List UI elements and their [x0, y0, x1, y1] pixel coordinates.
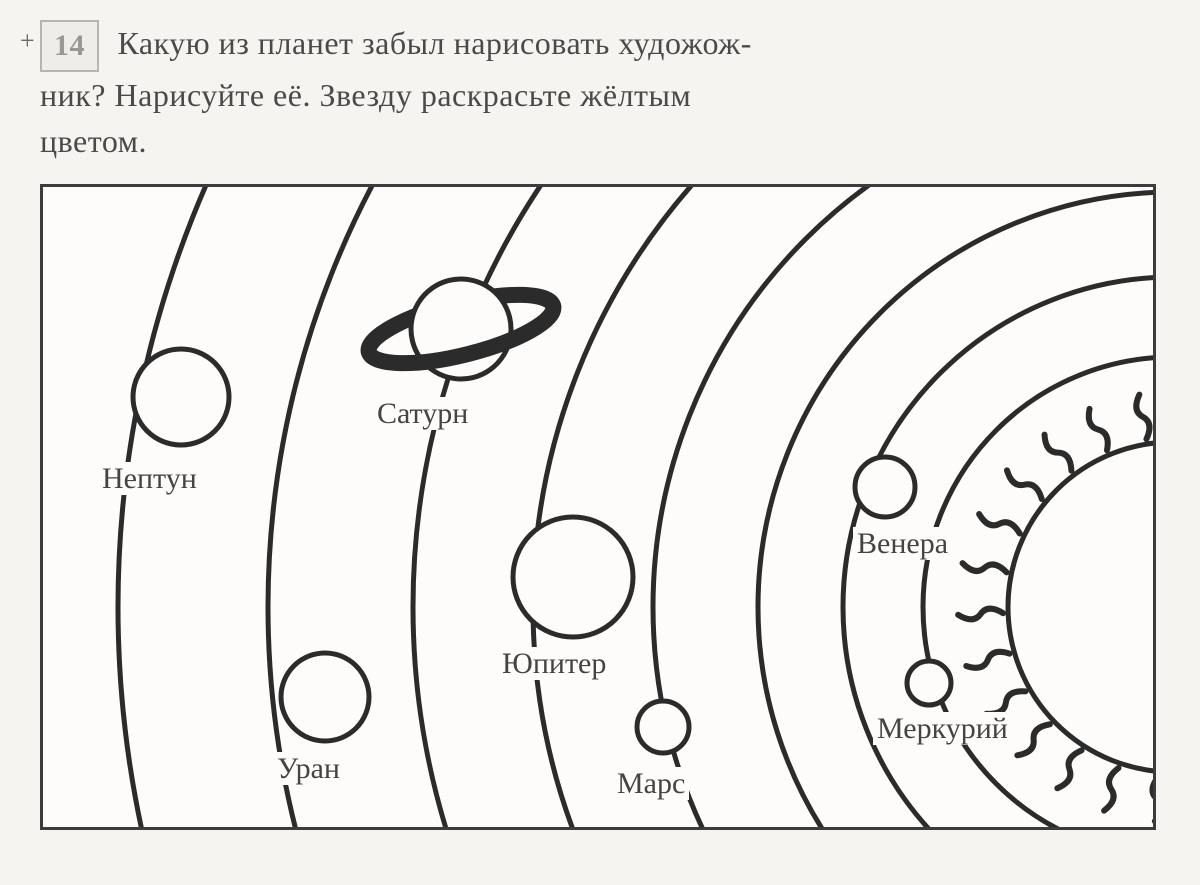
sun-ray: [1017, 725, 1050, 756]
label-mercury: Меркурий: [873, 712, 1012, 745]
plus-mark: +: [20, 26, 35, 56]
planet-saturn: [400, 269, 521, 390]
sun-ray: [1007, 471, 1042, 500]
sun-ray: [963, 563, 1007, 572]
sun-ray: [1104, 768, 1118, 811]
planet-neptune: [133, 349, 229, 445]
task-number: 14: [40, 20, 99, 72]
planet-mercury: [907, 661, 951, 705]
task-header: + 14 Какую из планет забыл нарисовать ху…: [40, 20, 1160, 164]
sun-ray: [1057, 751, 1081, 789]
sun-ray: [1045, 435, 1072, 471]
sun-ray: [1089, 409, 1108, 450]
sun-ray: [966, 652, 1009, 668]
page: + 14 Какую из планет забыл нарисовать ху…: [0, 0, 1200, 885]
planet-uranus: [281, 653, 369, 741]
sun: [1008, 442, 1153, 772]
label-mars: Марс: [613, 767, 689, 800]
planet-venus: [855, 457, 915, 517]
sun-ray: [958, 609, 1003, 620]
task-text-body: Какую из планет забыл нарисовать художож…: [40, 25, 752, 159]
label-uranus: Уран: [273, 752, 344, 785]
planet-mars: [637, 701, 689, 753]
solar-system-diagram: Меркурий Венера Марс Юпитер Сатурн Уран Нептун: [40, 184, 1156, 830]
task-text: 14 Какую из планет забыл нарисовать худо…: [40, 25, 752, 159]
orbit-7: [268, 187, 1153, 827]
sun-ray: [1136, 395, 1149, 439]
label-venus: Венера: [853, 527, 952, 560]
label-saturn: Сатурн: [373, 397, 472, 430]
planet-jupiter: [513, 517, 633, 637]
planet-saturn-group: [357, 258, 566, 401]
label-neptune: Нептун: [98, 462, 201, 495]
sun-ray: [986, 692, 1025, 715]
label-jupiter: Юпитер: [498, 647, 610, 680]
sun-ray: [979, 514, 1020, 533]
